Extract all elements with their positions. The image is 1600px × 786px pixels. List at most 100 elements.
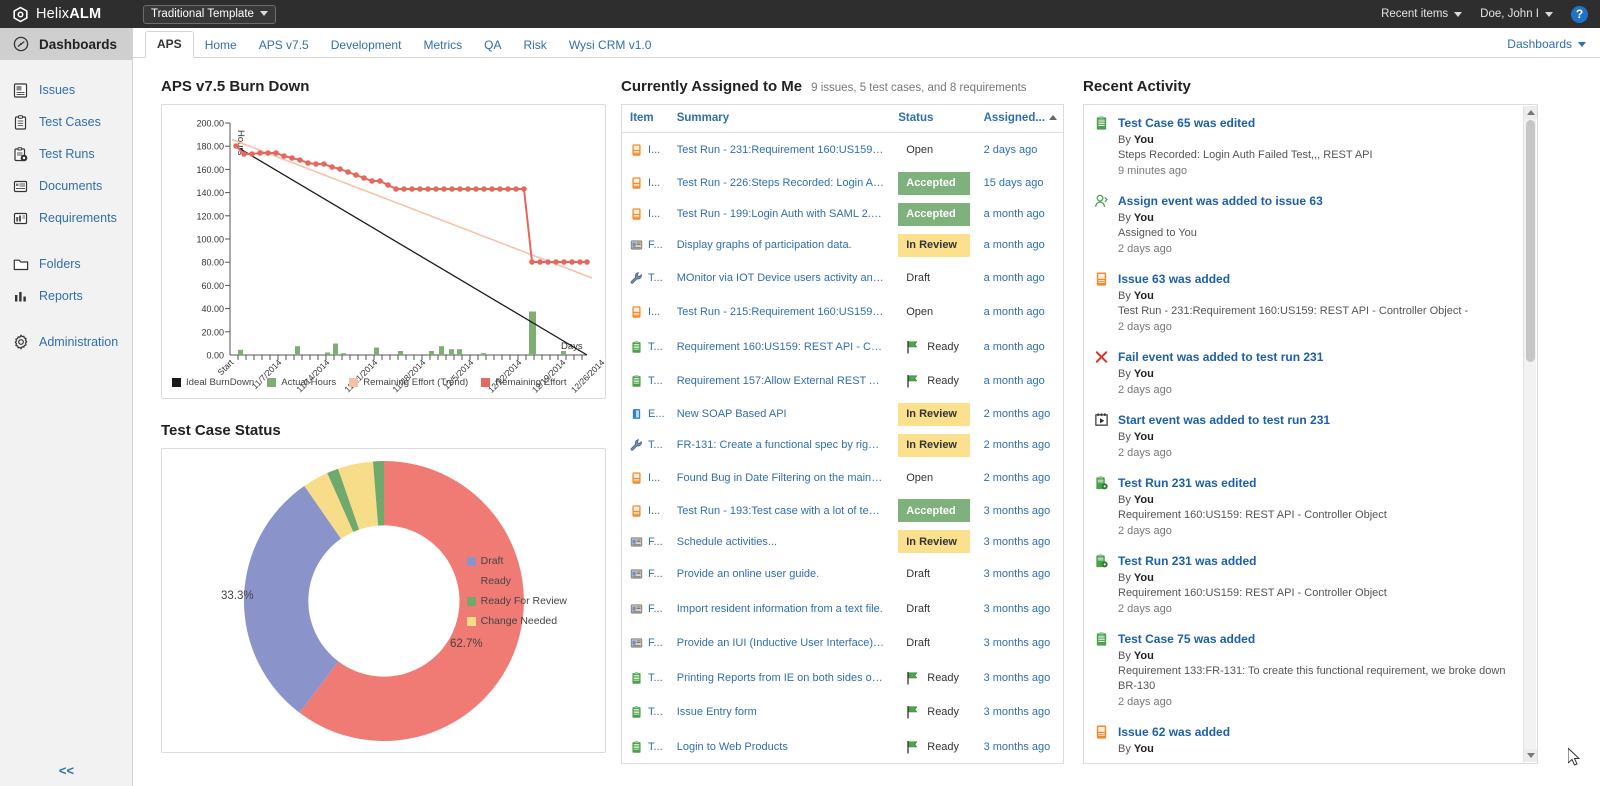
cell-summary[interactable]: Provide an IUI (Inductive User Interface…: [676, 637, 891, 650]
table-row[interactable]: F... Display graphs of participation dat…: [622, 230, 1063, 261]
activity-title-link[interactable]: Issue 63 was added: [1118, 272, 1231, 286]
cell-summary[interactable]: Test Run - 199:Login Auth with SAML 2.0 …: [676, 208, 891, 220]
scroll-down-icon[interactable]: [1524, 749, 1537, 762]
scrollbar-thumb[interactable]: [1526, 120, 1535, 362]
cell-summary[interactable]: Schedule activities...: [676, 535, 778, 548]
cell-summary[interactable]: Import resident information from a text …: [676, 602, 883, 615]
table-row[interactable]: F... Import resident information from a …: [622, 592, 1063, 627]
table-row[interactable]: F... Schedule activities... In Review 3 …: [622, 526, 1063, 557]
table-row[interactable]: T... Requirement 160:US159: REST API - C…: [622, 330, 1063, 365]
issue-icon: [630, 143, 643, 157]
item-type-label: I...: [648, 306, 661, 319]
status-badge: Accepted: [898, 202, 970, 226]
activity-title-link[interactable]: Start event was added to test run 231: [1118, 413, 1331, 427]
tab-wysi-crm[interactable]: Wysi CRM v1.0: [568, 38, 652, 52]
cell-summary[interactable]: Found Bug in Date Filtering on the main …: [676, 471, 891, 484]
tab-home[interactable]: Home: [204, 38, 237, 52]
legend-swatch-ready-for-review: [466, 596, 476, 606]
col-header-status[interactable]: Status: [890, 105, 976, 133]
table-row[interactable]: T... Requirement 157:Allow External REST…: [622, 364, 1063, 399]
recent-items-menu[interactable]: Recent items: [1381, 8, 1463, 20]
help-icon[interactable]: ?: [1571, 5, 1588, 23]
tab-risk[interactable]: Risk: [523, 38, 547, 52]
activity-title-link[interactable]: Test Run 231 was edited: [1118, 476, 1257, 490]
cell-assigned: a month ago: [983, 340, 1045, 353]
dashboards-menu-button[interactable]: Dashboards: [1507, 37, 1600, 57]
item-type-label: F...: [648, 602, 663, 615]
table-row[interactable]: T... Printing Reports from IE on both si…: [622, 661, 1063, 696]
table-row[interactable]: I... Found Bug in Date Filtering on the …: [622, 461, 1063, 496]
template-selector[interactable]: Traditional Template: [143, 4, 276, 24]
activity-title-link[interactable]: Test Case 65 was edited: [1118, 116, 1256, 130]
sidebar-item-test-cases[interactable]: Test Cases: [0, 106, 132, 138]
assigned-widget-title: Currently Assigned to Me: [621, 78, 803, 95]
start-icon: [1094, 412, 1109, 428]
status-badge: In Review: [898, 233, 970, 257]
tab-metrics[interactable]: Metrics: [423, 38, 463, 52]
sidebar-item-dashboards[interactable]: Dashboards: [0, 28, 132, 60]
cell-item: T...: [622, 364, 669, 399]
sidebar-item-administration[interactable]: Administration: [0, 326, 132, 358]
table-row[interactable]: I... Test Run - 231:Requirement 160:US15…: [622, 133, 1063, 168]
table-row[interactable]: T... FR-131: Create a functional spec by…: [622, 430, 1063, 461]
table-row[interactable]: E... New SOAP Based API In Review 2 mont…: [622, 399, 1063, 430]
tab-aps-v75[interactable]: APS v7.5: [258, 38, 309, 52]
cell-summary[interactable]: Issue Entry form: [676, 706, 757, 719]
table-row[interactable]: I... Test Run - 193:Test case with a lot…: [622, 495, 1063, 526]
status-text: Draft: [906, 271, 931, 284]
sidebar-item-issues[interactable]: Issues: [0, 74, 132, 106]
sidebar-item-test-runs[interactable]: Test Runs: [0, 138, 132, 170]
col-header-assigned[interactable]: Assigned...: [975, 105, 1063, 133]
activity-title-link[interactable]: Test Run 231 was added: [1118, 554, 1257, 568]
col-header-summary[interactable]: Summary: [668, 105, 891, 133]
legend-swatch-actual-hours: [267, 378, 277, 387]
table-row[interactable]: T... MOnitor via IOT Device users activi…: [622, 261, 1063, 296]
sidebar-item-reports[interactable]: Reports: [0, 280, 132, 312]
sidebar-item-folders[interactable]: Folders: [0, 248, 132, 280]
cell-summary[interactable]: Requirement 160:US159: REST API - Cont..…: [676, 340, 891, 353]
cell-item: T...: [622, 695, 669, 730]
cell-summary[interactable]: Test Run - 193:Test case with a lot of t…: [676, 504, 891, 517]
cell-summary[interactable]: Test Run - 231:Requirement 160:US159: R.…: [676, 144, 891, 157]
cell-assigned: 3 months ago: [983, 671, 1051, 684]
cell-summary[interactable]: Test Run - 226:Steps Recorded: Login Aut…: [676, 177, 891, 189]
issue-icon: [630, 207, 643, 221]
table-row[interactable]: F... Provide an online user guide. Draft…: [622, 557, 1063, 592]
svg-text:100.00: 100.00: [196, 235, 224, 245]
sidebar-item-documents[interactable]: Documents: [0, 170, 132, 202]
cell-summary[interactable]: New SOAP Based API: [676, 408, 787, 420]
user-menu[interactable]: Doe, John I: [1480, 8, 1553, 20]
activity-title-link[interactable]: Assign event was added to issue 63: [1118, 194, 1323, 208]
cell-summary[interactable]: MOnitor via IOT Device users activity an…: [676, 271, 891, 284]
brand-logo-area[interactable]: HelixALM: [0, 6, 123, 23]
activity-scrollbar[interactable]: [1523, 106, 1537, 762]
cell-summary[interactable]: FR-131: Create a functional spec by righ…: [676, 439, 891, 451]
table-row[interactable]: I... Test Run - 215:Requirement 160:US15…: [622, 295, 1063, 330]
cell-summary[interactable]: Requirement 157:Allow External REST API.…: [676, 375, 891, 388]
activity-title-link[interactable]: Test Case 75 was added: [1118, 632, 1256, 646]
table-row[interactable]: T... Login to Web Products Ready 3 month…: [622, 730, 1063, 764]
scroll-up-icon[interactable]: [1524, 106, 1537, 119]
activity-title-link[interactable]: Issue 62 was added: [1118, 725, 1231, 739]
requirement-icon: [12, 210, 29, 227]
tab-aps[interactable]: APS: [145, 31, 194, 58]
cell-summary[interactable]: Display graphs of participation data.: [676, 239, 852, 251]
cell-assigned: 2 months ago: [983, 408, 1051, 420]
table-row[interactable]: I... Test Run - 226:Steps Recorded: Logi…: [622, 168, 1063, 199]
tab-development[interactable]: Development: [330, 38, 402, 52]
cell-summary[interactable]: Login to Web Products: [676, 740, 788, 753]
activity-title-link[interactable]: Fail event was added to test run 231: [1118, 350, 1324, 364]
cell-summary[interactable]: Provide an online user guide.: [676, 568, 820, 581]
sidebar-collapse-button[interactable]: <<: [58, 763, 75, 778]
cell-summary[interactable]: Test Run - 215:Requirement 160:US159: R.…: [676, 306, 891, 319]
tab-qa[interactable]: QA: [484, 38, 502, 52]
cell-item: I...: [622, 495, 669, 526]
table-row[interactable]: F... Provide an IUI (Inductive User Inte…: [622, 626, 1063, 661]
item-type-label: T...: [648, 271, 663, 284]
col-header-item[interactable]: Item: [622, 105, 669, 133]
issue-icon: [630, 305, 643, 319]
cell-summary[interactable]: Printing Reports from IE on both sides o…: [676, 671, 891, 684]
table-row[interactable]: I... Test Run - 199:Login Auth with SAML…: [622, 199, 1063, 230]
table-row[interactable]: T... Issue Entry form Ready 3 months ago: [622, 695, 1063, 730]
sidebar-item-requirements[interactable]: Requirements: [0, 202, 132, 234]
